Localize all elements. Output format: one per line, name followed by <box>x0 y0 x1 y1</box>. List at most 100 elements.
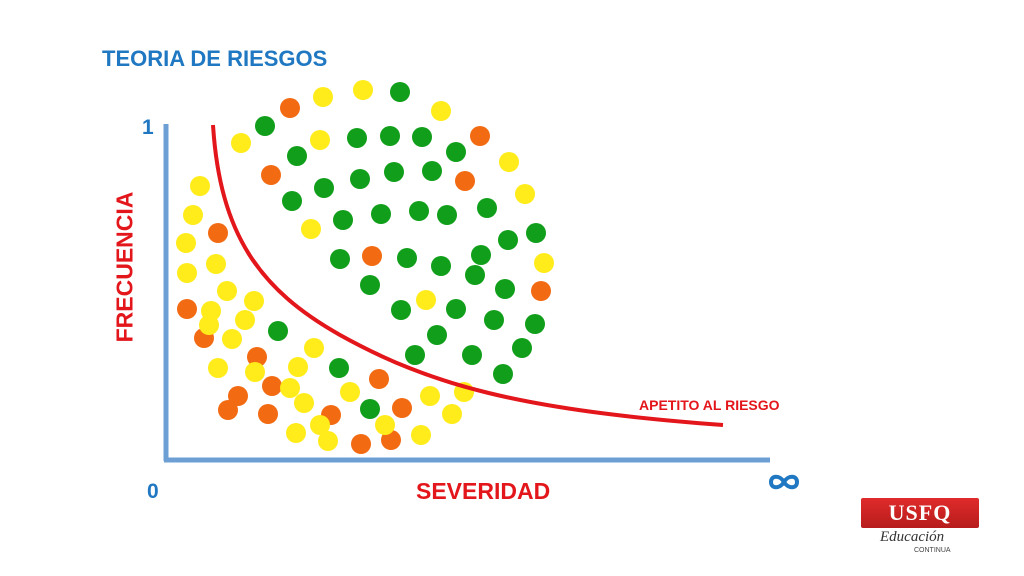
logo-main-text: USFQ <box>888 500 952 525</box>
yellow-dot <box>340 382 360 402</box>
yellow-dot <box>208 358 228 378</box>
green-dot <box>350 169 370 189</box>
yellow-dot <box>217 281 237 301</box>
y-axis-max-tick: 1 <box>142 116 154 139</box>
green-dot <box>255 116 275 136</box>
green-dot <box>391 300 411 320</box>
yellow-dot <box>431 101 451 121</box>
green-dot <box>422 161 442 181</box>
yellow-dot <box>294 393 314 413</box>
yellow-dot <box>353 80 373 100</box>
yellow-dot <box>442 404 462 424</box>
green-dot <box>405 345 425 365</box>
orange-dot <box>531 281 551 301</box>
yellow-dot <box>206 254 226 274</box>
green-dot <box>287 146 307 166</box>
orange-dot <box>218 400 238 420</box>
green-dot <box>282 191 302 211</box>
green-dot <box>380 126 400 146</box>
green-dot <box>409 201 429 221</box>
yellow-dot <box>183 205 203 225</box>
green-dot <box>314 178 334 198</box>
green-dot <box>512 338 532 358</box>
green-dot <box>484 310 504 330</box>
yellow-dot <box>534 253 554 273</box>
yellow-dot <box>288 357 308 377</box>
infinity-icon <box>768 474 800 490</box>
green-dot <box>371 204 391 224</box>
orange-dot <box>247 347 267 367</box>
logo-box: USFQ <box>861 498 979 528</box>
yellow-dot <box>176 233 196 253</box>
risk-appetite-curve <box>211 124 724 427</box>
green-dot <box>427 325 447 345</box>
orange-dot <box>262 376 282 396</box>
logo-subtitle-small: CONTINUA <box>914 547 951 554</box>
yellow-dot <box>280 378 300 398</box>
green-dot <box>329 358 349 378</box>
slide-title: TEORIA DE RIESGOS <box>102 46 328 71</box>
yellow-dot <box>177 263 197 283</box>
origin-tick: 0 <box>147 480 159 503</box>
green-dot <box>446 142 466 162</box>
green-dot <box>471 245 491 265</box>
yellow-dot <box>301 219 321 239</box>
yellow-dot <box>499 152 519 172</box>
green-dot <box>390 82 410 102</box>
green-dot <box>268 321 288 341</box>
orange-dot <box>261 165 281 185</box>
orange-dot <box>369 369 389 389</box>
yellow-dot <box>244 291 264 311</box>
yellow-dot <box>310 415 330 435</box>
green-dot <box>330 249 350 269</box>
logo-subtitle: Educación <box>880 529 945 545</box>
orange-dot <box>381 430 401 450</box>
green-dot <box>360 275 380 295</box>
green-dot <box>347 128 367 148</box>
yellow-dot <box>416 290 436 310</box>
yellow-dot <box>190 176 210 196</box>
yellow-dot <box>411 425 431 445</box>
yellow-dot <box>375 415 395 435</box>
orange-dot <box>208 223 228 243</box>
orange-dot <box>455 171 475 191</box>
green-dot <box>333 210 353 230</box>
usfq-logo: USFQ Educación CONTINUA <box>858 496 982 560</box>
green-dot <box>526 223 546 243</box>
yellow-dot <box>245 362 265 382</box>
yellow-dot <box>222 329 242 349</box>
green-dot <box>495 279 515 299</box>
yellow-dot <box>318 431 338 451</box>
green-dot <box>446 299 466 319</box>
orange-dot <box>470 126 490 146</box>
green-dot <box>493 364 513 384</box>
yellow-dot <box>310 130 330 150</box>
yellow-dot <box>199 315 219 335</box>
green-dot <box>498 230 518 250</box>
green-dot <box>360 399 380 419</box>
yellow-dot <box>313 87 333 107</box>
orange-dot <box>258 404 278 424</box>
green-dot <box>384 162 404 182</box>
green-dot <box>465 265 485 285</box>
yellow-dot <box>286 423 306 443</box>
orange-dot <box>351 434 371 454</box>
orange-dot <box>362 246 382 266</box>
yellow-dot <box>304 338 324 358</box>
green-dot <box>397 248 417 268</box>
green-dot <box>462 345 482 365</box>
orange-dot <box>177 299 197 319</box>
green-dot <box>431 256 451 276</box>
green-dot <box>412 127 432 147</box>
green-dot <box>477 198 497 218</box>
risk-dots <box>176 80 554 454</box>
yellow-dot <box>420 386 440 406</box>
yellow-dot <box>235 310 255 330</box>
orange-dot <box>280 98 300 118</box>
green-dot <box>437 205 457 225</box>
yellow-dot <box>515 184 535 204</box>
yellow-dot <box>231 133 251 153</box>
green-dot <box>525 314 545 334</box>
orange-dot <box>392 398 412 418</box>
